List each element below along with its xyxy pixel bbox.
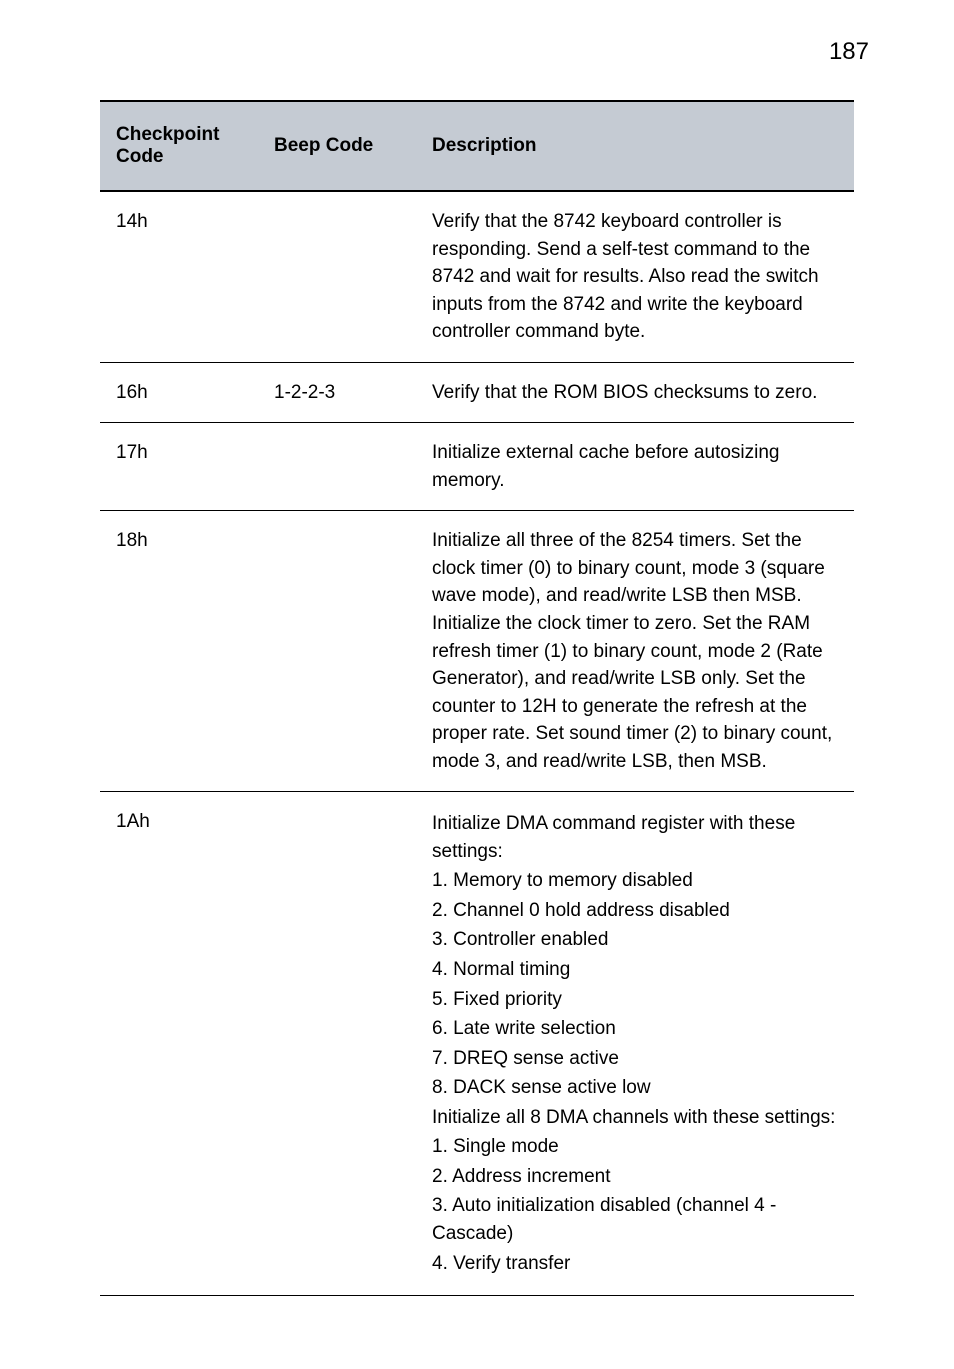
table-row: 17h Initialize external cache before aut… — [100, 423, 854, 511]
cell-checkpoint: 16h — [100, 362, 258, 423]
desc-line: 8. DACK sense active low — [432, 1074, 838, 1102]
cell-beep — [258, 792, 416, 1296]
table-row: 18h Initialize all three of the 8254 tim… — [100, 511, 854, 792]
desc-line: 5. Fixed priority — [432, 986, 838, 1014]
cell-description: Verify that the ROM BIOS checksums to ze… — [416, 362, 854, 423]
cell-beep — [258, 511, 416, 792]
desc-line: 1. Memory to memory disabled — [432, 867, 838, 895]
cell-description: Initialize external cache before autosiz… — [416, 423, 854, 511]
cell-description: Initialize all three of the 8254 timers.… — [416, 511, 854, 792]
table-row: 14h Verify that the 8742 keyboard contro… — [100, 191, 854, 362]
col-header-description: Description — [416, 101, 854, 191]
table-row: 1Ah Initialize DMA command register with… — [100, 792, 854, 1296]
table-header: Checkpoint Code Beep Code Description — [100, 101, 854, 191]
desc-line: 4. Normal timing — [432, 956, 838, 984]
cell-checkpoint: 14h — [100, 191, 258, 362]
desc-line: Initialize all 8 DMA channels with these… — [432, 1104, 838, 1132]
desc-line: 4. Verify transfer — [432, 1250, 838, 1278]
desc-line: 2. Address increment — [432, 1163, 838, 1191]
desc-line: 7. DREQ sense active — [432, 1045, 838, 1073]
desc-line: 3. Controller enabled — [432, 926, 838, 954]
col-header-beep: Beep Code — [258, 101, 416, 191]
cell-checkpoint: 18h — [100, 511, 258, 792]
page-number: 187 — [829, 38, 869, 66]
cell-description: Verify that the 8742 keyboard controller… — [416, 191, 854, 362]
desc-line: Initialize DMA command register with the… — [432, 810, 838, 865]
cell-description: Initialize DMA command register with the… — [416, 792, 854, 1296]
cell-beep — [258, 191, 416, 362]
desc-line: 3. Auto initialization disabled (channel… — [432, 1192, 838, 1247]
desc-line: 6. Late write selection — [432, 1015, 838, 1043]
cell-beep — [258, 423, 416, 511]
col-header-checkpoint: Checkpoint Code — [100, 101, 258, 191]
cell-beep: 1-2-2-3 — [258, 362, 416, 423]
cell-checkpoint: 1Ah — [100, 792, 258, 1296]
table-row: 16h 1-2-2-3 Verify that the ROM BIOS che… — [100, 362, 854, 423]
checkpoint-table: Checkpoint Code Beep Code Description 14… — [100, 100, 854, 1296]
table-body: 14h Verify that the 8742 keyboard contro… — [100, 191, 854, 1296]
desc-line: 2. Channel 0 hold address disabled — [432, 897, 838, 925]
cell-checkpoint: 17h — [100, 423, 258, 511]
desc-line: 1. Single mode — [432, 1133, 838, 1161]
